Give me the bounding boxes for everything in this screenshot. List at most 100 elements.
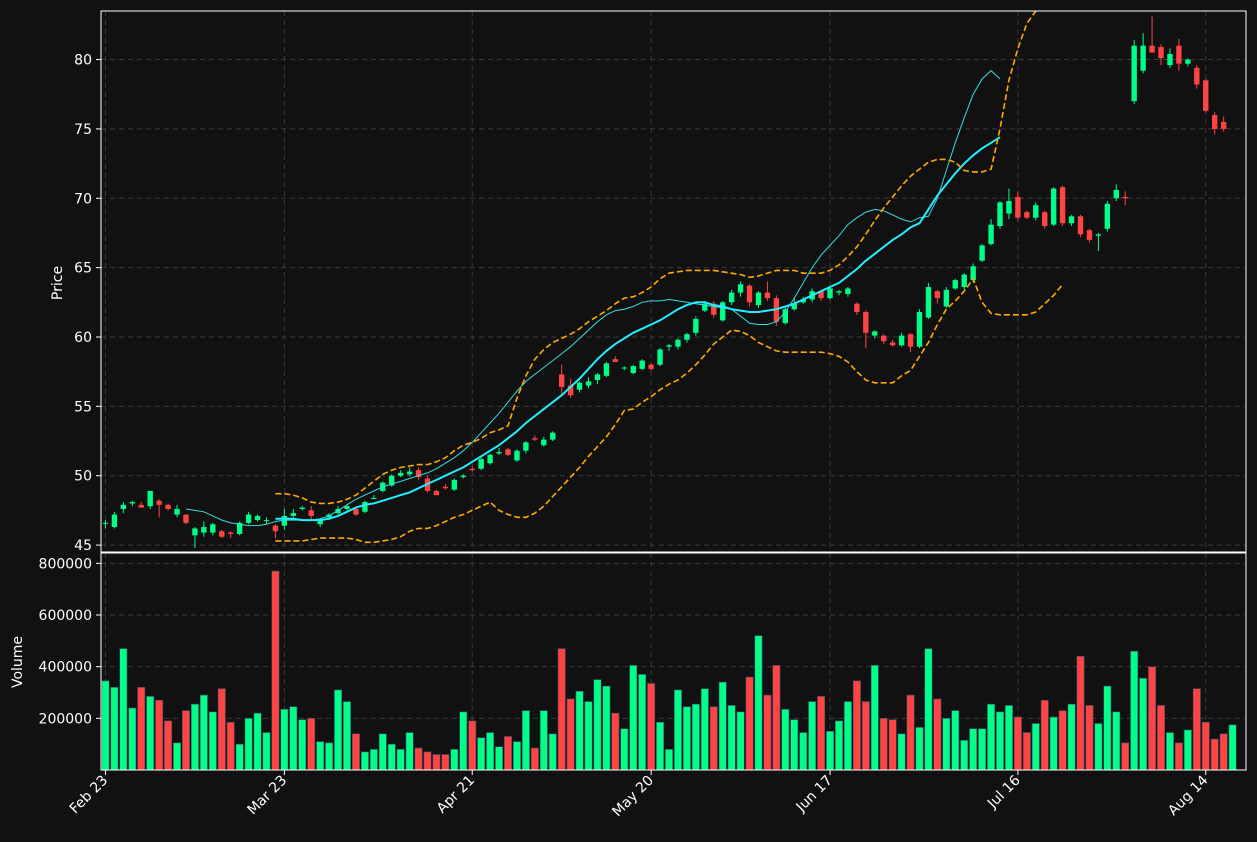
volume-bar xyxy=(754,635,763,770)
volume-bar xyxy=(951,710,960,770)
volume-bar xyxy=(1004,705,1013,770)
volume-bar xyxy=(718,681,727,770)
volume-bar xyxy=(387,743,396,770)
candle-body xyxy=(782,309,788,324)
volume-bar xyxy=(262,732,271,770)
volume-bar xyxy=(584,701,593,770)
candle-body xyxy=(290,513,297,516)
volume-bar xyxy=(199,694,208,770)
volume-bar xyxy=(638,674,647,770)
volume-bar xyxy=(969,728,978,770)
candle-body xyxy=(970,266,976,281)
volume-bar xyxy=(978,728,987,770)
candle-body xyxy=(693,318,699,333)
volume-bar xyxy=(459,711,468,770)
candle-body xyxy=(648,364,654,369)
candle-body xyxy=(845,288,851,294)
volume-bar xyxy=(843,701,852,770)
volume-bar xyxy=(235,743,244,770)
candle-body xyxy=(335,508,341,514)
volume-bar xyxy=(790,719,799,770)
candle-body xyxy=(639,360,645,369)
candle-body xyxy=(630,366,636,374)
volume-bar xyxy=(888,719,897,770)
candle-body xyxy=(397,472,404,476)
volume-bar xyxy=(316,741,325,770)
candle-body xyxy=(818,291,824,299)
volume-bar xyxy=(736,711,745,770)
candle-body xyxy=(1059,187,1066,224)
volume-bar xyxy=(1174,742,1183,770)
candle-body xyxy=(889,342,896,346)
candle-body xyxy=(111,514,118,528)
price-panel-frame xyxy=(100,10,1247,553)
candle-body xyxy=(183,514,189,523)
price-tick-label: 50 xyxy=(74,469,92,485)
ma-slow-line xyxy=(275,136,1001,522)
candle-body xyxy=(603,363,610,376)
candle-body xyxy=(541,439,547,446)
volume-bar xyxy=(906,694,915,770)
volume-bar xyxy=(307,718,316,770)
candle-body xyxy=(1167,54,1173,66)
volume-bar xyxy=(414,747,423,770)
volume-bar xyxy=(620,728,629,770)
candle-body xyxy=(1086,230,1093,240)
volume-bar xyxy=(996,711,1004,770)
candle-body xyxy=(728,292,735,303)
volume-bar xyxy=(1112,711,1121,770)
candle-body xyxy=(192,528,198,536)
volume-bar xyxy=(334,689,343,770)
volume-bar xyxy=(933,698,942,770)
volume-bar xyxy=(817,696,826,770)
volume-bar xyxy=(405,732,414,770)
volume-bar xyxy=(897,733,906,770)
candle-body xyxy=(800,299,806,303)
candle-body xyxy=(120,504,127,509)
candle-body xyxy=(1176,45,1182,64)
volume-bar xyxy=(539,710,548,770)
volume-bar xyxy=(155,699,164,770)
volume-bar xyxy=(1201,721,1210,770)
volume-bar xyxy=(656,721,665,770)
candle-body xyxy=(943,289,950,307)
candle-body xyxy=(1042,212,1048,227)
volume-bar xyxy=(504,736,512,770)
price-tick-label: 60 xyxy=(74,330,92,346)
volume-bar xyxy=(1183,729,1192,770)
volume-bar xyxy=(772,665,781,770)
volume-bar xyxy=(548,733,557,770)
candle-body xyxy=(129,502,135,504)
candle-body xyxy=(916,312,923,347)
volume-bar xyxy=(110,687,119,770)
volume-bar xyxy=(1076,656,1085,770)
candle-body xyxy=(1006,201,1012,214)
candle-body xyxy=(1203,80,1209,111)
volume-bar xyxy=(1067,703,1076,770)
volume-bar xyxy=(369,749,378,770)
candle-body xyxy=(791,303,797,310)
candle-body xyxy=(684,334,690,340)
candle-body xyxy=(925,287,932,318)
volume-bar xyxy=(852,680,861,770)
candle-body xyxy=(201,527,207,533)
price-tick-label: 75 xyxy=(74,122,92,138)
candle-body xyxy=(433,490,440,496)
candle-body xyxy=(415,470,422,478)
volume-bar xyxy=(182,710,190,770)
price-tick-label: 80 xyxy=(74,53,92,69)
volume-bar xyxy=(289,706,298,770)
candle-body xyxy=(1068,216,1075,224)
volume-bar xyxy=(208,711,217,770)
volume-bar xyxy=(1094,723,1103,770)
volume-bar xyxy=(146,696,155,770)
candle-body xyxy=(487,454,493,464)
candle-body xyxy=(621,367,627,369)
price-panel xyxy=(102,11,1227,548)
volume-bar xyxy=(557,648,566,770)
volume-bar xyxy=(325,742,334,770)
candle-body xyxy=(478,459,484,469)
candle-body xyxy=(362,502,368,512)
volume-bar xyxy=(1210,738,1219,770)
volume-bar xyxy=(351,733,360,770)
